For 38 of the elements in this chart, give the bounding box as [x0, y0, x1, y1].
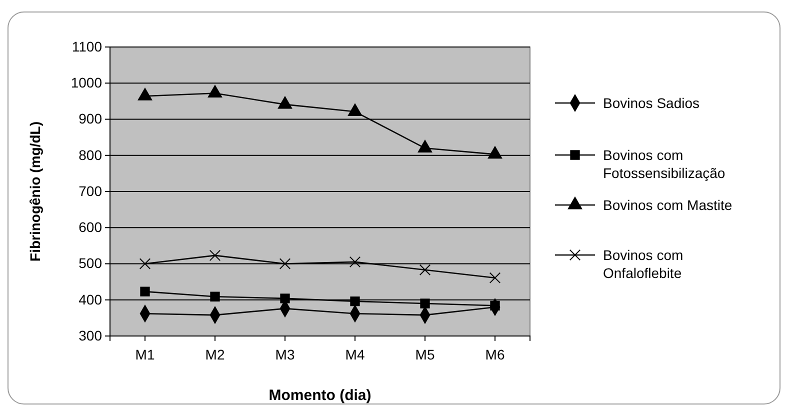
point: [420, 298, 430, 308]
point: [278, 96, 292, 109]
x-tick-label: M5: [415, 346, 435, 362]
y-tick-label: 500: [78, 255, 102, 272]
point: [350, 296, 360, 306]
point: [210, 292, 220, 302]
point: [280, 294, 290, 304]
point: [348, 104, 362, 116]
point: [139, 258, 151, 270]
x-tick-label: M6: [485, 346, 505, 362]
point: [489, 272, 501, 284]
legend-label: Bovinos com Fotossensibilização: [603, 147, 726, 182]
point: [349, 256, 361, 268]
legend-label: Bovinos Sadios: [603, 95, 700, 111]
point: [418, 140, 432, 152]
y-tick-label: 900: [78, 110, 102, 127]
point: [419, 264, 431, 276]
y-tick-label: 400: [78, 291, 102, 308]
y-tick-label: 700: [78, 182, 102, 199]
point: [279, 258, 291, 270]
y-tick-label: 800: [78, 146, 102, 163]
y-tick-label: 1100: [72, 38, 102, 54]
x-tick-label: M2: [205, 346, 225, 362]
point: [208, 85, 222, 98]
point: [138, 88, 152, 100]
y-tick-label: 1000: [70, 74, 102, 91]
x-tick-label: M4: [345, 346, 365, 362]
point: [488, 146, 502, 159]
x-tick-label: M1: [135, 346, 155, 362]
y-axis-title: Fibrinogênio (mg/dL): [27, 122, 43, 262]
y-tick-label: 300: [78, 327, 102, 344]
point: [140, 286, 150, 296]
x-tick-label: M3: [275, 346, 295, 362]
y-tick-label: 600: [78, 219, 102, 236]
legend-label: Bovinos com Onfaloflebite: [603, 247, 684, 282]
legend-label: Bovinos com Mastite: [603, 197, 732, 213]
point: [209, 250, 221, 262]
x-axis-title: Momento (dia): [268, 387, 372, 404]
